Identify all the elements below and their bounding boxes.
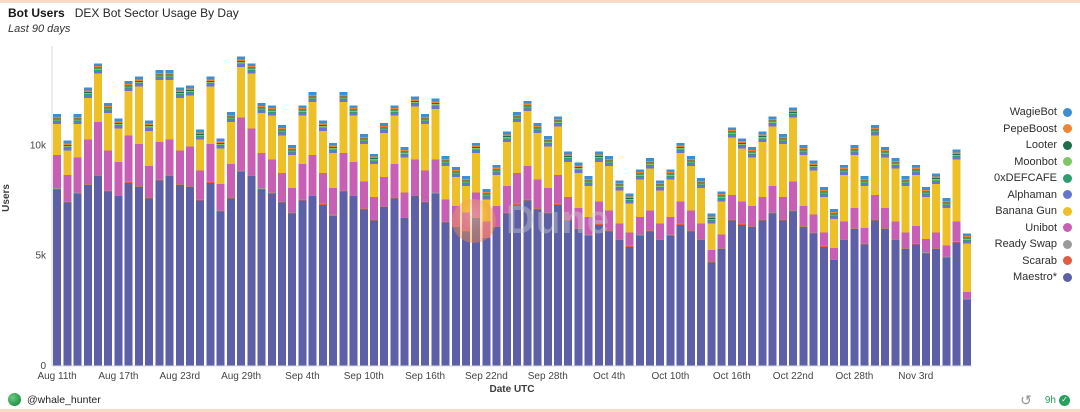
svg-text:Aug 29th: Aug 29th bbox=[221, 371, 261, 382]
svg-text:Sep 22nd: Sep 22nd bbox=[465, 371, 508, 382]
legend-dot bbox=[1063, 272, 1072, 282]
legend-label: WagieBot bbox=[1009, 106, 1057, 118]
legend-dot bbox=[1063, 256, 1072, 265]
legend-label: Looter bbox=[1025, 139, 1057, 151]
legend-item-alphaman[interactable]: Alphaman bbox=[1007, 189, 1072, 201]
legend-item-wagiebot[interactable]: WagieBot bbox=[1010, 106, 1072, 118]
legend-item-banana-gun[interactable]: Banana Gun bbox=[995, 205, 1072, 217]
svg-text:Sep 4th: Sep 4th bbox=[285, 371, 319, 382]
legend-label: Banana Gun bbox=[995, 205, 1057, 217]
legend-label: Scarab bbox=[1022, 254, 1057, 267]
legend-item-pepeboost[interactable]: PepeBoost bbox=[1003, 123, 1072, 135]
series-moonbot[interactable] bbox=[53, 62, 971, 240]
legend-item-0xdefcafe[interactable]: 0xDEFCAFE bbox=[994, 172, 1072, 184]
legend: WagieBot PepeBoost Looter Moonbot 0xDEFCAFE A… bbox=[994, 106, 1072, 283]
legend-item-maestro[interactable]: Maestro* bbox=[1013, 271, 1072, 283]
legend-label: 0xDEFCAFE bbox=[994, 172, 1057, 184]
svg-text:10k: 10k bbox=[30, 140, 47, 151]
legend-item-scarab[interactable]: Scarab bbox=[1022, 255, 1072, 267]
series-wagiebot[interactable] bbox=[53, 56, 971, 237]
svg-text:Aug 11th: Aug 11th bbox=[37, 371, 76, 382]
legend-label: Unibot bbox=[1025, 221, 1057, 234]
svg-text:Sep 28th: Sep 28th bbox=[528, 371, 568, 382]
legend-dot bbox=[1063, 190, 1072, 199]
series-looter[interactable] bbox=[53, 61, 971, 239]
series-unibot[interactable] bbox=[53, 117, 971, 299]
widget-meta: ↺ 9h ✓ bbox=[1020, 393, 1070, 407]
legend-dot bbox=[1063, 124, 1072, 133]
series-0xdefcafe[interactable] bbox=[53, 63, 971, 241]
bottom-edge-strip bbox=[0, 409, 1080, 412]
svg-text:Oct 22nd: Oct 22nd bbox=[773, 371, 814, 382]
check-icon: ✓ bbox=[1059, 394, 1070, 406]
legend-dot bbox=[1063, 239, 1072, 249]
author-handle: @whale_hunter bbox=[27, 393, 101, 406]
refresh-icon[interactable]: ↺ bbox=[1020, 392, 1032, 408]
series-alphaman[interactable] bbox=[53, 64, 971, 244]
widget-subtitle: DEX Bot Sector Usage By Day bbox=[74, 6, 239, 20]
svg-text:Sep 16th: Sep 16th bbox=[405, 371, 445, 382]
data-age-badge[interactable]: 9h ✓ bbox=[1044, 394, 1070, 406]
series-scarab[interactable] bbox=[53, 171, 971, 300]
legend-label: Alphaman bbox=[1007, 188, 1057, 201]
chart-svg[interactable]: 0 5k 10k Aug 11th Aug 17th Aug 23rd Aug 29th Se… bbox=[14, 44, 974, 382]
y-axis-ticks: 0 5k 10k bbox=[30, 140, 47, 372]
legend-dot bbox=[1063, 140, 1072, 150]
legend-dot bbox=[1063, 223, 1072, 232]
data-age-label: 9h bbox=[1044, 394, 1056, 406]
svg-text:Nov 3rd: Nov 3rd bbox=[898, 371, 933, 382]
x-axis-ticks: Aug 11th Aug 17th Aug 23rd Aug 29th Sep 4th S… bbox=[37, 371, 933, 382]
x-axis-title: Date UTC bbox=[489, 384, 535, 395]
legend-label: PepeBoost bbox=[1003, 122, 1057, 135]
svg-text:Oct 4th: Oct 4th bbox=[593, 371, 625, 382]
top-edge-strip bbox=[0, 0, 1080, 3]
legend-dot bbox=[1063, 173, 1072, 183]
svg-text:Aug 23rd: Aug 23rd bbox=[160, 371, 201, 382]
author-avatar bbox=[8, 393, 21, 406]
chart-plot[interactable]: 0 5k 10k Aug 11th Aug 17th Aug 23rd Aug 29th Se… bbox=[14, 44, 974, 382]
widget-header: Bot Users DEX Bot Sector Usage By Day bbox=[8, 6, 239, 20]
timeframe-label: Last 90 days bbox=[8, 23, 71, 35]
svg-text:Aug 17th: Aug 17th bbox=[98, 371, 138, 382]
y-axis-title: Users bbox=[1, 184, 12, 212]
author[interactable]: @whale_hunter bbox=[8, 393, 101, 406]
series-pepeboost[interactable] bbox=[53, 59, 971, 238]
svg-text:5k: 5k bbox=[35, 251, 47, 262]
series-banana-gun[interactable] bbox=[53, 66, 971, 292]
legend-label: Moonbot bbox=[1014, 155, 1057, 168]
legend-item-ready-swap[interactable]: Ready Swap bbox=[995, 238, 1072, 250]
legend-item-unibot[interactable]: Unibot bbox=[1025, 222, 1072, 234]
svg-text:0: 0 bbox=[40, 361, 46, 372]
svg-text:Oct 16th: Oct 16th bbox=[713, 371, 751, 382]
legend-label: Ready Swap bbox=[994, 238, 1057, 250]
svg-text:Sep 10th: Sep 10th bbox=[344, 371, 384, 382]
legend-item-moonbot[interactable]: Moonbot bbox=[1014, 156, 1072, 168]
legend-item-looter[interactable]: Looter bbox=[1026, 139, 1072, 151]
svg-text:Oct 10th: Oct 10th bbox=[651, 371, 689, 382]
axes bbox=[51, 46, 972, 367]
legend-dot bbox=[1063, 206, 1072, 216]
svg-text:Oct 28th: Oct 28th bbox=[835, 371, 873, 382]
series-ready-swap[interactable] bbox=[53, 170, 971, 300]
widget-title: Bot Users bbox=[8, 6, 65, 20]
legend-dot bbox=[1063, 157, 1072, 166]
series-maestro[interactable] bbox=[53, 171, 971, 366]
legend-dot bbox=[1063, 107, 1072, 117]
legend-label: Maestro* bbox=[1012, 271, 1057, 283]
